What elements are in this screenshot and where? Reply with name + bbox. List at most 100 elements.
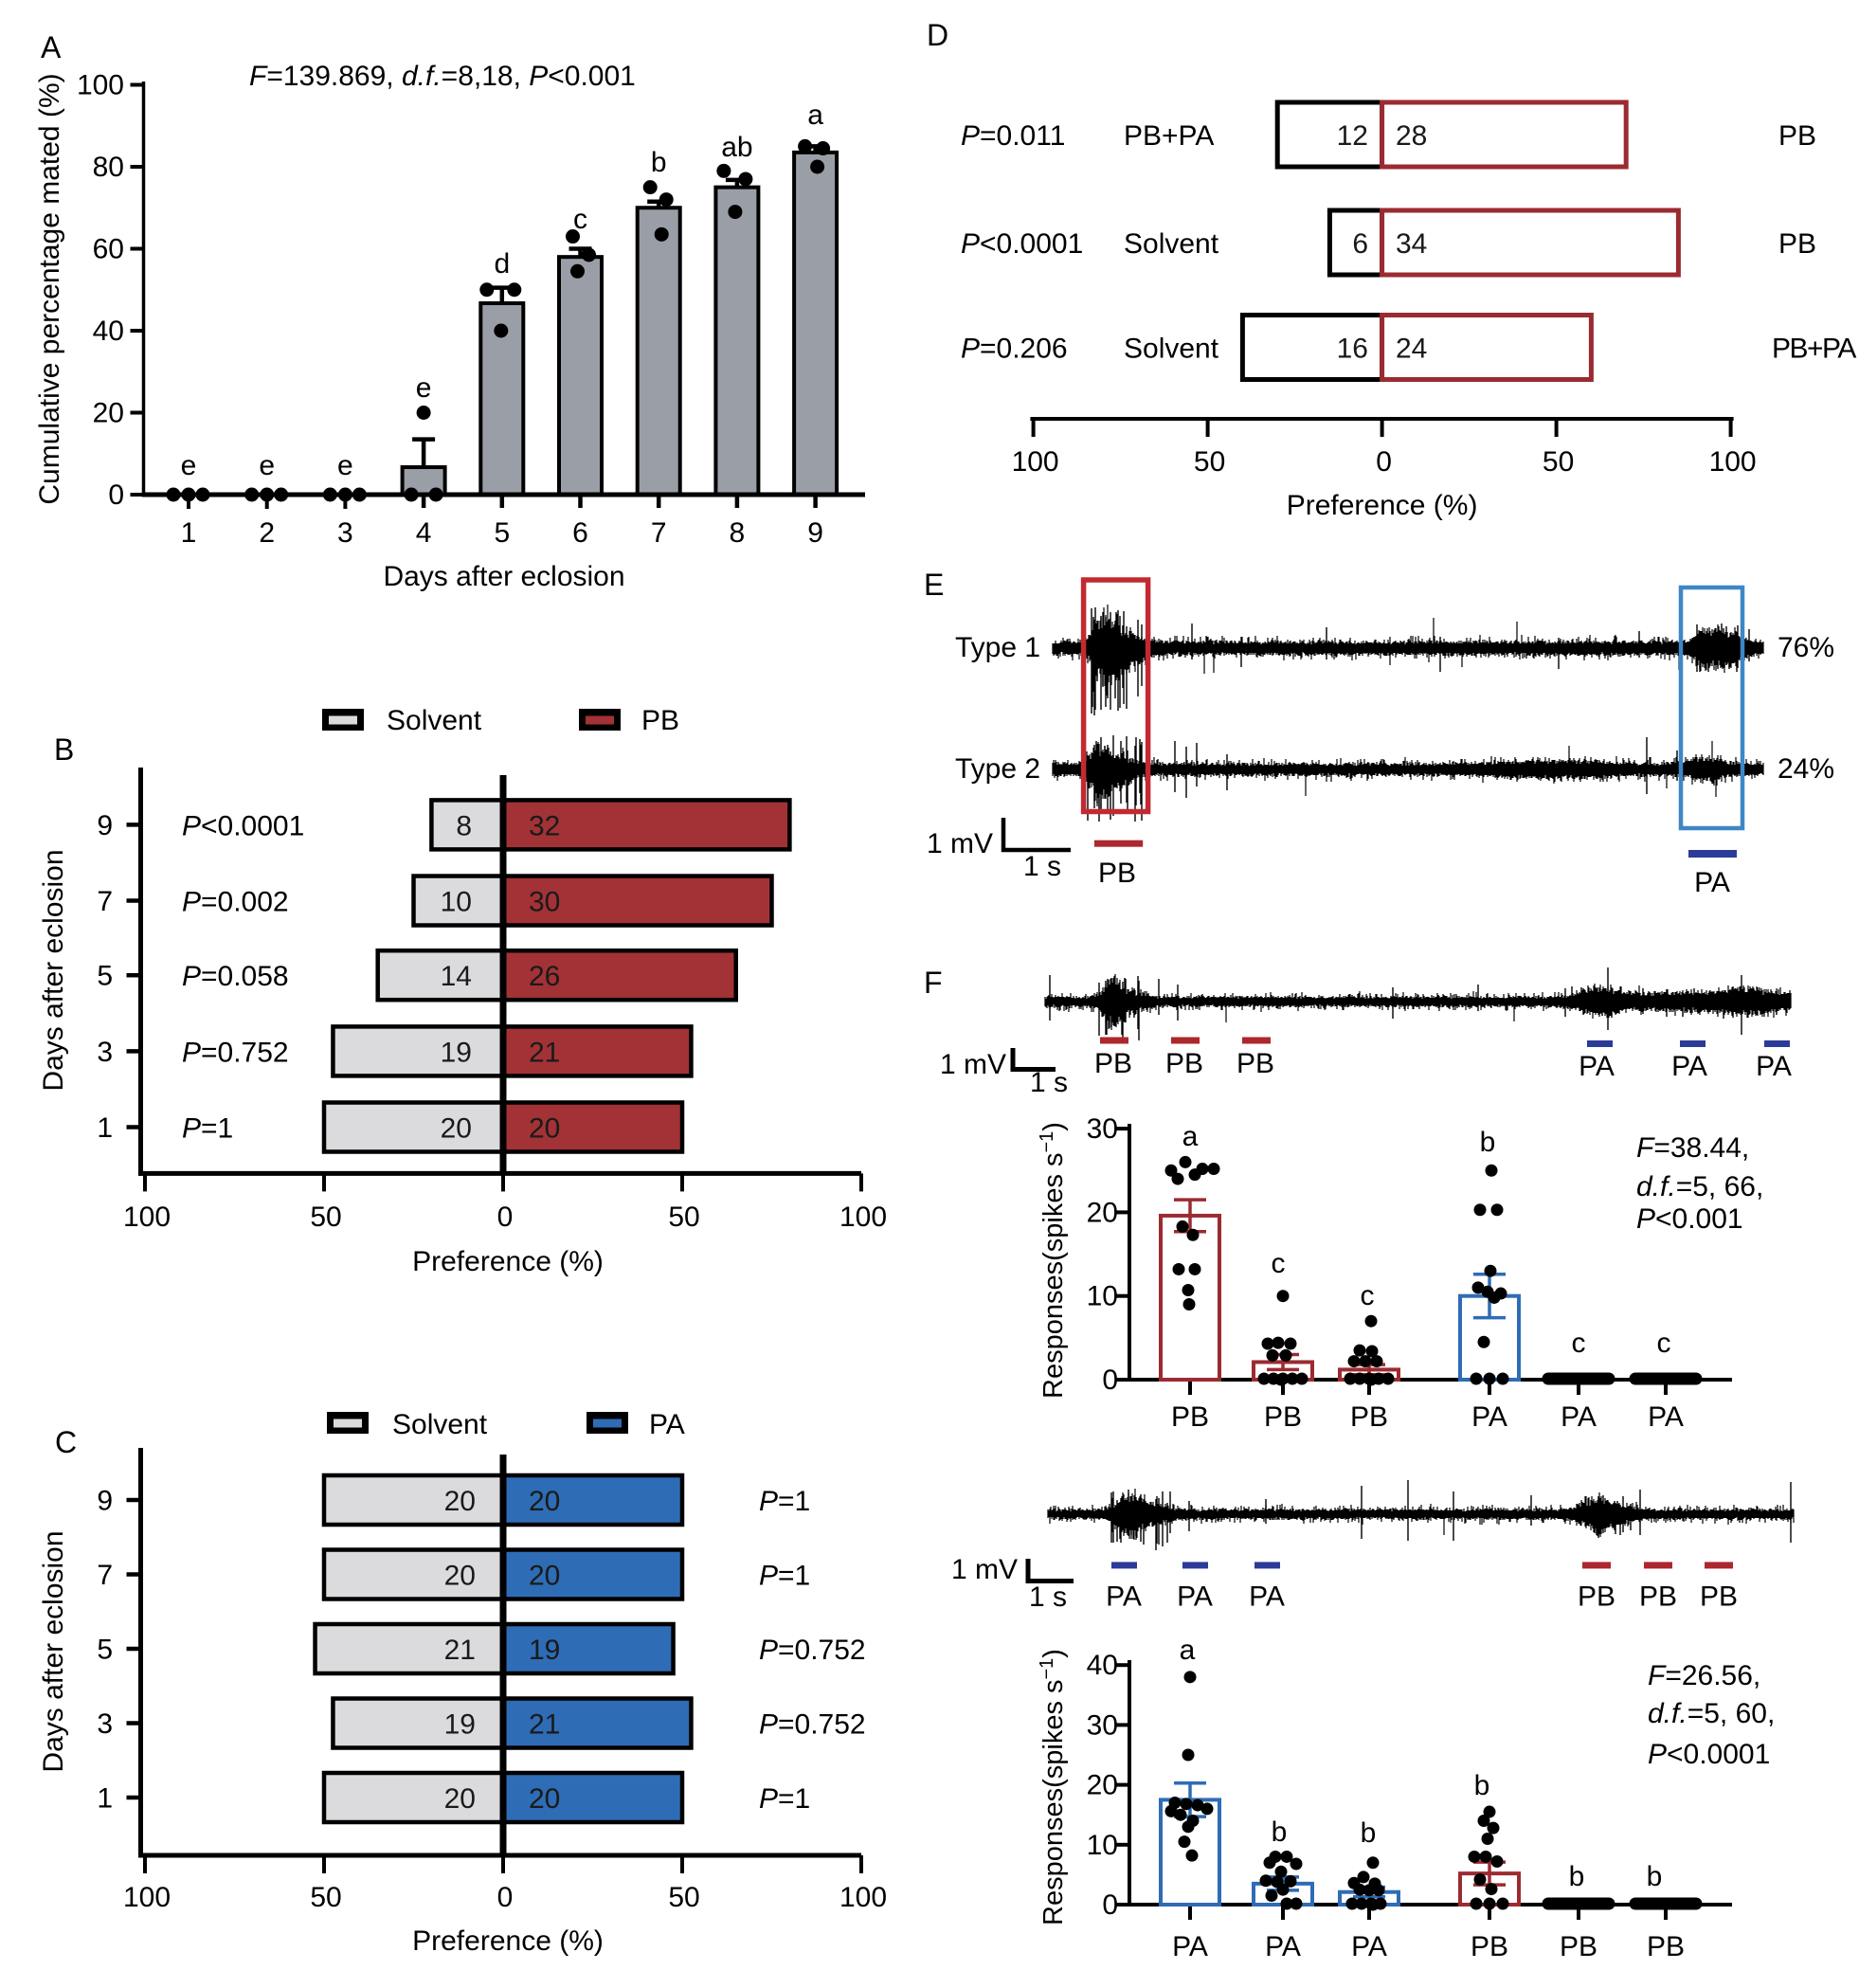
svg-text:100: 100 bbox=[77, 70, 124, 101]
svg-text:1 mV: 1 mV bbox=[927, 828, 993, 859]
svg-text:0: 0 bbox=[497, 1882, 514, 1913]
svg-text:PA: PA bbox=[1579, 1051, 1615, 1082]
svg-text:Days after eclosion: Days after eclosion bbox=[38, 849, 69, 1091]
svg-text:PB: PB bbox=[1171, 1401, 1209, 1433]
svg-text:14: 14 bbox=[441, 961, 472, 992]
svg-text:50: 50 bbox=[668, 1202, 699, 1233]
svg-text:10: 10 bbox=[441, 887, 472, 918]
svg-text:PB: PB bbox=[1560, 1931, 1597, 1962]
svg-text:21: 21 bbox=[529, 1037, 560, 1068]
svg-text:7: 7 bbox=[97, 886, 113, 917]
svg-text:8: 8 bbox=[456, 810, 472, 841]
svg-text:0: 0 bbox=[1102, 1364, 1118, 1396]
svg-text:20: 20 bbox=[444, 1561, 476, 1592]
svg-text:PA: PA bbox=[1561, 1401, 1597, 1433]
svg-text:PA: PA bbox=[1351, 1931, 1387, 1962]
svg-text:D: D bbox=[927, 18, 948, 52]
svg-text:PB: PB bbox=[1094, 1048, 1132, 1079]
svg-text:PA: PA bbox=[1249, 1581, 1285, 1613]
svg-text:100: 100 bbox=[1709, 446, 1757, 478]
svg-text:Preference (%): Preference (%) bbox=[1287, 490, 1478, 521]
svg-text:19: 19 bbox=[444, 1709, 476, 1741]
svg-text:7: 7 bbox=[651, 517, 667, 549]
svg-text:60: 60 bbox=[93, 234, 124, 265]
svg-text:0: 0 bbox=[1102, 1889, 1118, 1921]
svg-text:Responses(spikes s−1): Responses(spikes s−1) bbox=[1037, 1649, 1069, 1925]
svg-text:6: 6 bbox=[1352, 228, 1368, 260]
svg-text:ab: ab bbox=[721, 132, 752, 163]
svg-text:20: 20 bbox=[529, 1783, 560, 1815]
svg-text:PA: PA bbox=[1471, 1401, 1507, 1433]
svg-text:PA: PA bbox=[1756, 1051, 1792, 1082]
svg-text:a: a bbox=[1182, 1121, 1199, 1152]
svg-text:P=0.002: P=0.002 bbox=[182, 887, 289, 918]
svg-text:6: 6 bbox=[572, 517, 588, 549]
svg-text:100: 100 bbox=[1012, 446, 1059, 478]
svg-text:21: 21 bbox=[444, 1635, 476, 1666]
svg-text:Solvent: Solvent bbox=[1124, 334, 1219, 365]
svg-text:A: A bbox=[41, 30, 62, 64]
svg-text:1 mV: 1 mV bbox=[951, 1554, 1018, 1585]
svg-text:b: b bbox=[1647, 1861, 1663, 1892]
svg-text:c: c bbox=[573, 204, 587, 235]
svg-text:PB+PA: PB+PA bbox=[1124, 120, 1214, 152]
svg-text:PA: PA bbox=[1648, 1401, 1684, 1433]
svg-text:PA: PA bbox=[1177, 1581, 1213, 1613]
svg-text:C: C bbox=[55, 1425, 77, 1459]
svg-text:P=0.206: P=0.206 bbox=[961, 334, 1068, 365]
svg-text:28: 28 bbox=[1396, 120, 1427, 152]
svg-text:50: 50 bbox=[1543, 446, 1574, 478]
svg-text:20: 20 bbox=[1087, 1770, 1118, 1801]
svg-text:100: 100 bbox=[123, 1202, 171, 1233]
svg-text:e: e bbox=[181, 450, 197, 481]
svg-text:e: e bbox=[416, 372, 432, 404]
svg-text:7: 7 bbox=[97, 1560, 113, 1591]
svg-text:Solvent: Solvent bbox=[392, 1409, 488, 1440]
svg-text:P=1: P=1 bbox=[182, 1113, 233, 1145]
svg-text:20: 20 bbox=[529, 1486, 560, 1517]
svg-text:24: 24 bbox=[1396, 334, 1427, 365]
svg-text:PB: PB bbox=[641, 705, 679, 736]
svg-text:20: 20 bbox=[93, 398, 124, 429]
svg-text:40: 40 bbox=[1087, 1650, 1118, 1681]
svg-text:b: b bbox=[1361, 1817, 1377, 1849]
svg-text:P=1: P=1 bbox=[759, 1783, 810, 1815]
svg-text:b: b bbox=[1474, 1770, 1490, 1801]
svg-text:b: b bbox=[1480, 1127, 1496, 1158]
svg-text:1 s: 1 s bbox=[1030, 1067, 1068, 1098]
svg-text:0: 0 bbox=[1376, 446, 1392, 478]
svg-text:P<0.001: P<0.001 bbox=[1636, 1203, 1743, 1235]
svg-text:PB: PB bbox=[1350, 1401, 1388, 1433]
svg-text:20: 20 bbox=[444, 1783, 476, 1815]
svg-text:1: 1 bbox=[97, 1112, 113, 1144]
svg-text:e: e bbox=[259, 450, 275, 481]
svg-text:19: 19 bbox=[441, 1037, 472, 1068]
svg-text:50: 50 bbox=[668, 1882, 699, 1913]
svg-text:40: 40 bbox=[93, 316, 124, 347]
svg-text:20: 20 bbox=[441, 1113, 472, 1145]
svg-text:Type 1: Type 1 bbox=[955, 632, 1040, 663]
svg-text:P=0.752: P=0.752 bbox=[759, 1635, 866, 1666]
svg-text:30: 30 bbox=[529, 887, 560, 918]
svg-text:0: 0 bbox=[497, 1202, 514, 1233]
svg-text:PA: PA bbox=[1172, 1931, 1208, 1962]
svg-text:10: 10 bbox=[1087, 1281, 1118, 1312]
svg-text:PA: PA bbox=[1694, 867, 1730, 898]
svg-text:F: F bbox=[924, 966, 943, 1000]
svg-text:c: c bbox=[1361, 1280, 1375, 1311]
svg-text:50: 50 bbox=[1194, 446, 1225, 478]
svg-text:P=1: P=1 bbox=[759, 1486, 810, 1517]
svg-text:19: 19 bbox=[529, 1635, 560, 1666]
svg-text:Solvent: Solvent bbox=[1124, 228, 1219, 260]
svg-text:1: 1 bbox=[97, 1783, 113, 1815]
svg-text:30: 30 bbox=[1087, 1113, 1118, 1145]
svg-text:3: 3 bbox=[97, 1708, 113, 1740]
svg-text:a: a bbox=[807, 99, 823, 131]
svg-text:PB: PB bbox=[1778, 120, 1816, 152]
svg-text:d.f.=5, 60,: d.f.=5, 60, bbox=[1648, 1698, 1775, 1729]
svg-text:E: E bbox=[924, 568, 944, 602]
svg-text:100: 100 bbox=[123, 1882, 171, 1913]
svg-text:Preference (%): Preference (%) bbox=[412, 1925, 604, 1957]
svg-text:20: 20 bbox=[444, 1486, 476, 1517]
svg-text:PB: PB bbox=[1165, 1048, 1203, 1079]
